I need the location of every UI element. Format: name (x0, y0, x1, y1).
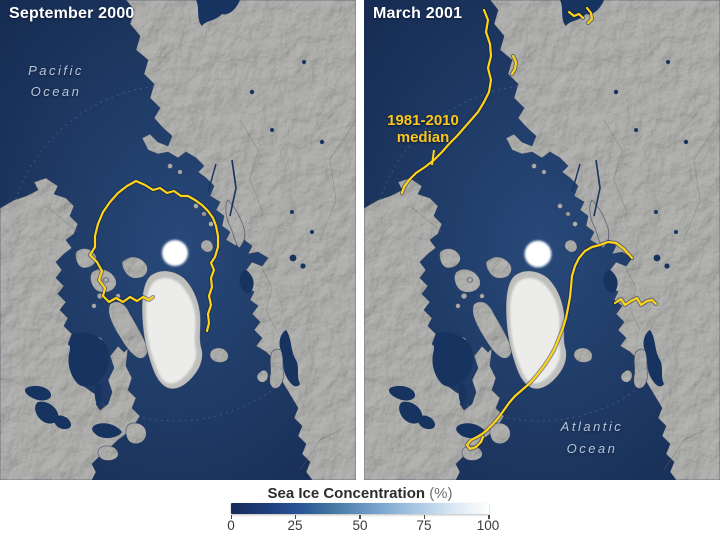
tick-label: 0 (227, 518, 235, 533)
map-panels-row: September 2000 Pacific Ocean March 2 (0, 0, 720, 480)
pole-hole (524, 240, 552, 268)
legend-title-text: Sea Ice Concentration (267, 485, 426, 502)
legend-unit: (%) (429, 485, 453, 502)
pole-hole (162, 240, 188, 266)
pacific-ocean-label: Pacific Ocean (14, 60, 98, 102)
sea-ice-colorbar (231, 503, 489, 514)
tick-label: 100 (476, 518, 500, 533)
arctic-map-march (364, 0, 720, 480)
tick-mark (488, 515, 490, 519)
median-annotation-line: 1981-2010 (387, 112, 459, 129)
median-annotation-line: median (396, 129, 450, 146)
ocean-label-line: Ocean (30, 84, 82, 99)
median-line-march (402, 8, 656, 449)
ocean-label-line: Ocean (566, 441, 618, 456)
arctic-map-september (0, 0, 356, 480)
median-label-leader-line (431, 149, 435, 166)
tick-mark (359, 515, 361, 519)
atlantic-ocean-label: Atlantic Ocean (548, 416, 636, 460)
ocean-label-line: Atlantic (560, 419, 624, 434)
tick-label: 75 (416, 518, 432, 533)
map-panel-march: March 2001 1981-2010 median Atlantic Oce… (364, 0, 720, 480)
tick-mark (423, 515, 426, 519)
map-panel-september: September 2000 Pacific Ocean (0, 0, 356, 480)
tick-mark (295, 515, 297, 519)
median-annotation: 1981-2010 median (370, 112, 476, 146)
panel-title-march: March 2001 (373, 5, 463, 22)
ocean-label-line: Pacific (28, 63, 84, 78)
tick-label: 25 (287, 518, 303, 533)
tick-mark (230, 515, 232, 519)
panel-title-september: September 2000 (9, 5, 135, 22)
legend-title: Sea Ice Concentration (%) (0, 485, 720, 502)
tick-label: 50 (352, 518, 368, 533)
